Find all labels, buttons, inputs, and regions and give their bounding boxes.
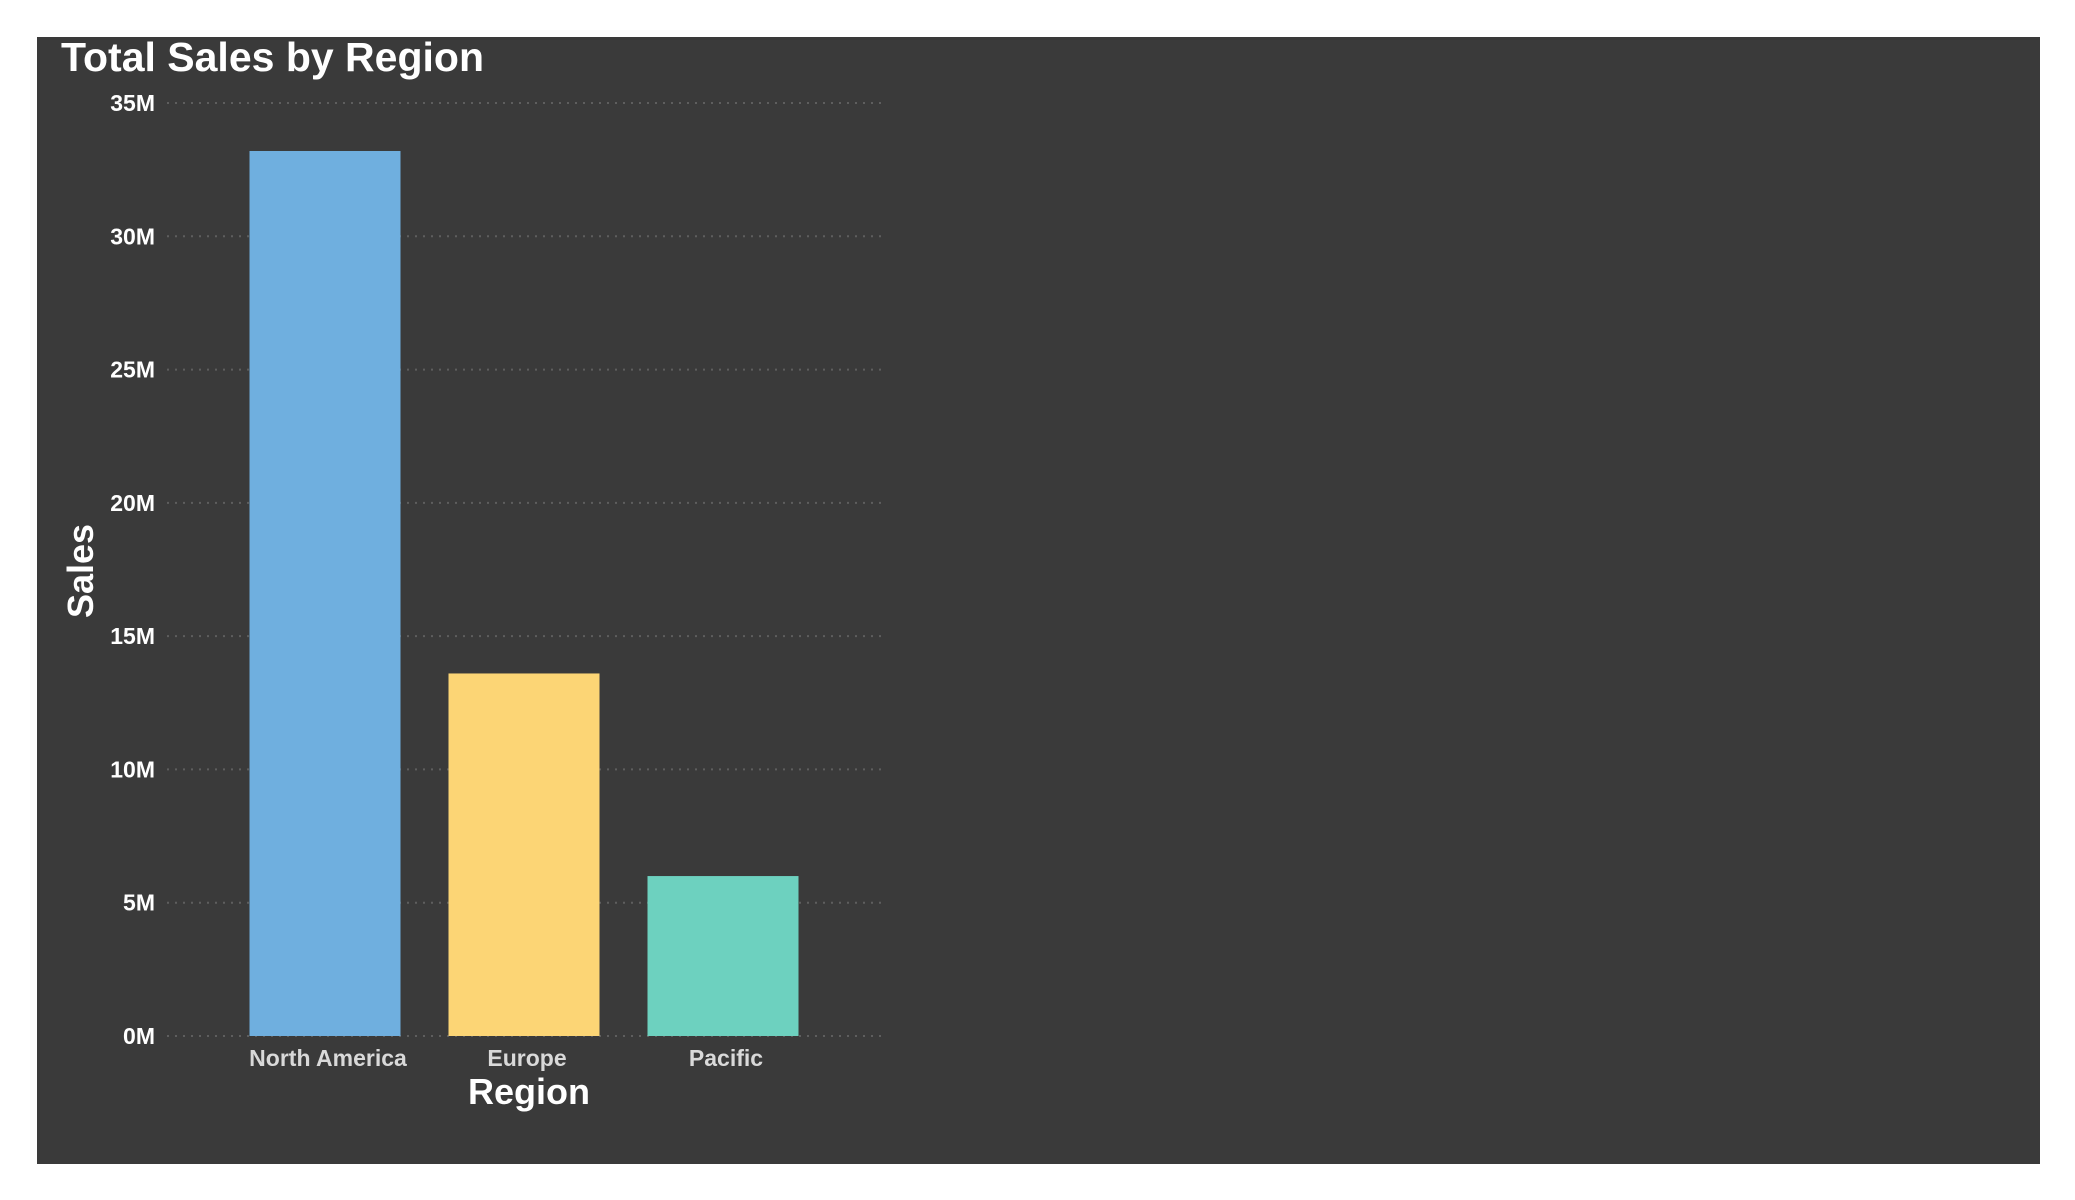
y-tick-label: 5M xyxy=(123,890,155,916)
y-tick-label: 15M xyxy=(110,623,155,649)
x-axis-title: Region xyxy=(468,1071,590,1112)
y-tick-label: 30M xyxy=(110,223,155,249)
x-tick-label: North America xyxy=(249,1045,407,1071)
y-tick-label: 10M xyxy=(110,756,155,782)
y-tick-label: 25M xyxy=(110,357,155,383)
y-tick-label: 35M xyxy=(110,90,155,116)
x-axis-ticks: North America Europe Pacific xyxy=(249,1045,763,1071)
y-tick-label: 20M xyxy=(110,490,155,516)
y-tick-label: 0M xyxy=(123,1023,155,1049)
x-tick-label: Pacific xyxy=(689,1045,763,1071)
x-tick-label: Europe xyxy=(487,1045,566,1071)
y-axis-title: Sales xyxy=(60,524,101,618)
bar-north-america[interactable] xyxy=(249,150,401,1037)
bar-europe[interactable] xyxy=(448,673,600,1036)
y-axis-ticks: 0M 5M 10M 15M 20M 25M 30M 35M xyxy=(110,90,155,1049)
bars xyxy=(249,150,799,1037)
chart-title: Total Sales by Region xyxy=(61,34,484,80)
bar-pacific[interactable] xyxy=(647,876,799,1036)
